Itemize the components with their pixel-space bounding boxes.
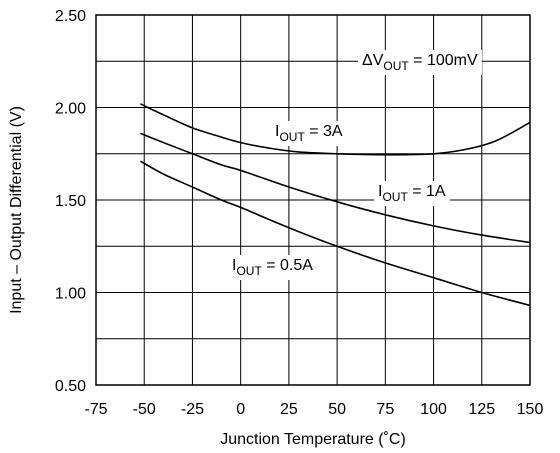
y-tick-label: 2.50 (55, 8, 86, 25)
x-tick-label: 75 (376, 401, 394, 418)
x-tick-label: -25 (181, 401, 204, 418)
x-tick-label: 0 (236, 401, 245, 418)
series-label-0-5a-suffix: = 0.5A (262, 257, 313, 274)
series-label-0-5a-main: I (232, 257, 236, 274)
y-tick-label: 1.50 (55, 193, 86, 210)
x-tick-label: -75 (84, 401, 107, 418)
series-line (140, 103, 531, 156)
series-label-background-3a (271, 121, 347, 146)
series-label-1a-sub: OUT (382, 190, 408, 204)
series-labels: IOUT = 3A IOUT = 1A IOUT = 0.5A (228, 121, 450, 280)
y-tick-labels: 0.50 1.00 1.50 2.00 2.50 (55, 8, 86, 395)
series-label-background-1a (374, 181, 450, 206)
x-tick-label: 25 (280, 401, 298, 418)
series-label-background-0-5a (228, 255, 318, 280)
condition-prefix: ΔV (362, 52, 384, 69)
condition-label-background (358, 50, 482, 75)
series-label-1a: IOUT = 1A (378, 183, 446, 204)
series-line (140, 160, 531, 307)
condition-subscript: OUT (383, 59, 409, 73)
series-label-1a-suffix: = 1A (408, 183, 446, 200)
x-tick-label: -50 (133, 401, 156, 418)
x-axis-title: Junction Temperature (˚C) (220, 431, 406, 448)
y-tick-label: 2.00 (55, 101, 86, 118)
series-label-0-5a-sub: OUT (236, 264, 262, 278)
x-tick-label: 100 (420, 401, 447, 418)
y-axis-title: Input – Output Differential (V) (8, 106, 25, 314)
series-label-3a-sub: OUT (279, 130, 305, 144)
condition-label: ΔVOUT = 100mV (362, 52, 478, 73)
series-label-0-5a: IOUT = 0.5A (232, 257, 313, 278)
series-label-3a-suffix: = 3A (305, 123, 343, 140)
y-tick-label: 1.00 (55, 286, 86, 303)
series-label-3a-main: I (275, 123, 279, 140)
y-tick-label: 0.50 (55, 378, 86, 395)
x-tick-label: 150 (517, 401, 544, 418)
x-tick-labels: -75 -50 -25 0 25 50 75 100 125 150 (84, 401, 543, 418)
series-label-3a: IOUT = 3A (275, 123, 343, 144)
x-tick-label: 125 (468, 401, 495, 418)
series-line (140, 132, 531, 244)
series-label-1a-main: I (378, 183, 382, 200)
x-tick-label: 50 (328, 401, 346, 418)
condition-suffix: = 100mV (409, 52, 478, 69)
series-curves (140, 103, 531, 307)
plot-frame (95, 14, 531, 386)
